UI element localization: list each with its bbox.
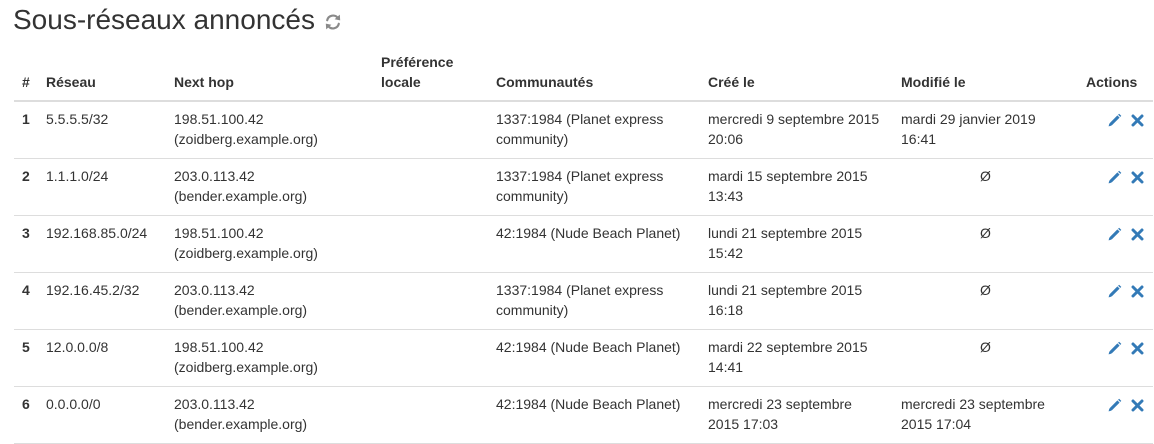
cell-next-hop: 198.51.100.42 (zoidberg.example.org) [166,215,373,273]
cell-communautes: 42:1984 (Nude Beach Planet) [488,386,700,444]
cell-cree: mercredi 9 septembre 2015 20:06 [700,100,893,159]
cell-preference [373,272,488,330]
pencil-icon[interactable] [1107,398,1122,413]
cell-reseau: 192.16.45.2/32 [38,272,166,330]
row-number: 6 [14,386,38,444]
cell-preference [373,215,488,273]
delete-icon[interactable] [1130,113,1145,128]
cell-cree: lundi 21 septembre 2015 16:18 [700,272,893,330]
refresh-icon[interactable] [323,12,343,32]
pencil-icon[interactable] [1107,341,1122,356]
next-hop-ip: 203.0.113.42 [174,168,255,184]
next-hop-ip: 198.51.100.42 [174,111,264,127]
cell-actions [1078,100,1153,159]
col-header-reseau[interactable]: Réseau [38,48,166,102]
col-header-communautes[interactable]: Communautés [488,48,700,102]
cell-modifie: mardi 29 janvier 2019 16:41 [893,100,1078,159]
row-number: 5 [14,329,38,387]
table-header-row: # Réseau Next hop Préférence locale Comm… [14,48,1153,102]
next-hop-host: (zoidberg.example.org) [174,131,318,147]
next-hop-ip: 198.51.100.42 [174,339,264,355]
pencil-icon[interactable] [1107,170,1122,185]
cell-communautes: 42:1984 (Nude Beach Planet) [488,215,700,273]
pencil-icon[interactable] [1107,113,1122,128]
table-row: 1 5.5.5.5/32 198.51.100.42 (zoidberg.exa… [14,100,1153,159]
cell-modifie: Ø [893,158,1078,216]
delete-icon[interactable] [1130,341,1145,356]
cell-cree: mercredi 23 septembre 2015 17:03 [700,386,893,444]
cell-actions [1078,158,1153,216]
cell-cree: mardi 22 septembre 2015 14:41 [700,329,893,387]
cell-reseau: 192.168.85.0/24 [38,215,166,273]
cell-cree: lundi 21 septembre 2015 15:42 [700,215,893,273]
page-title: Sous-réseaux annoncés [13,4,315,35]
pencil-icon[interactable] [1107,284,1122,299]
table-row: 2 1.1.1.0/24 203.0.113.42 (bender.exampl… [14,158,1153,216]
cell-reseau: 12.0.0.0/8 [38,329,166,387]
next-hop-host: (zoidberg.example.org) [174,245,318,261]
cell-communautes: 1337:1984 (Planet express community) [488,158,700,216]
cell-reseau: 5.5.5.5/32 [38,100,166,159]
title-row: Sous-réseaux annoncés [13,2,343,38]
cell-modifie: Ø [893,329,1078,387]
row-number: 2 [14,158,38,216]
cell-communautes: 1337:1984 (Planet express community) [488,272,700,330]
col-header-cree[interactable]: Créé le [700,48,893,102]
col-header-next-hop[interactable]: Next hop [166,48,373,102]
cell-preference [373,100,488,159]
cell-preference [373,329,488,387]
cell-next-hop: 203.0.113.42 (bender.example.org) [166,386,373,444]
cell-next-hop: 203.0.113.42 (bender.example.org) [166,272,373,330]
next-hop-host: (bender.example.org) [174,302,308,318]
cell-actions [1078,215,1153,273]
next-hop-ip: 203.0.113.42 [174,282,255,298]
row-number: 1 [14,100,38,159]
cell-preference [373,158,488,216]
delete-icon[interactable] [1130,398,1145,413]
delete-icon[interactable] [1130,170,1145,185]
cell-modifie: Ø [893,272,1078,330]
col-header-number[interactable]: # [14,48,38,102]
pencil-icon[interactable] [1107,227,1122,242]
next-hop-ip: 203.0.113.42 [174,396,255,412]
table-row: 3 192.168.85.0/24 198.51.100.42 (zoidber… [14,215,1153,273]
cell-actions [1078,272,1153,330]
cell-actions [1078,386,1153,444]
col-header-actions: Actions [1078,48,1153,102]
table-row: 6 0.0.0.0/0 203.0.113.42 (bender.example… [14,386,1153,444]
cell-communautes: 42:1984 (Nude Beach Planet) [488,329,700,387]
table-row: 4 192.16.45.2/32 203.0.113.42 (bender.ex… [14,272,1153,330]
col-header-modifie[interactable]: Modifié le [893,48,1078,102]
row-number: 4 [14,272,38,330]
col-header-preference-line1: Préférence [381,54,454,70]
cell-next-hop: 198.51.100.42 (zoidberg.example.org) [166,100,373,159]
cell-next-hop: 203.0.113.42 (bender.example.org) [166,158,373,216]
row-number: 3 [14,215,38,273]
col-header-preference-line2: locale [381,74,421,90]
table-body: 1 5.5.5.5/32 198.51.100.42 (zoidberg.exa… [14,100,1153,444]
delete-icon[interactable] [1130,284,1145,299]
cell-next-hop: 198.51.100.42 (zoidberg.example.org) [166,329,373,387]
cell-reseau: 1.1.1.0/24 [38,158,166,216]
next-hop-ip: 198.51.100.42 [174,225,264,241]
cell-actions [1078,329,1153,387]
table-row: 5 12.0.0.0/8 198.51.100.42 (zoidberg.exa… [14,329,1153,387]
cell-cree: mardi 15 septembre 2015 13:43 [700,158,893,216]
next-hop-host: (bender.example.org) [174,416,308,432]
cell-modifie: Ø [893,215,1078,273]
col-header-preference[interactable]: Préférence locale [373,48,488,102]
next-hop-host: (zoidberg.example.org) [174,359,318,375]
cell-modifie: mercredi 23 septembre 2015 17:04 [893,386,1078,444]
next-hop-host: (bender.example.org) [174,188,308,204]
cell-reseau: 0.0.0.0/0 [38,386,166,444]
delete-icon[interactable] [1130,227,1145,242]
subnets-table: # Réseau Next hop Préférence locale Comm… [14,48,1153,444]
cell-communautes: 1337:1984 (Planet express community) [488,100,700,159]
cell-preference [373,386,488,444]
